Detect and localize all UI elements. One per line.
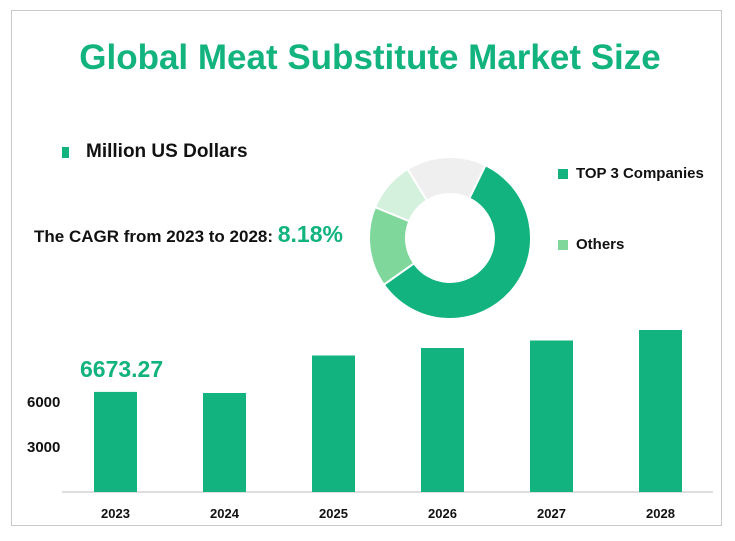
pie-legend-top3: TOP 3 Companies <box>558 165 704 182</box>
x-tick-label: 2023 <box>101 506 130 521</box>
cagr-value: 8.18% <box>277 221 343 247</box>
pie-legend-others-label: Others <box>576 236 625 253</box>
bar-2025 <box>312 355 355 492</box>
bar-2024 <box>203 393 246 492</box>
donut-slice-3 <box>406 156 487 202</box>
bar-2023 <box>94 391 137 492</box>
chart-frame <box>11 10 722 526</box>
x-tick-label: 2028 <box>646 506 675 521</box>
pie-legend-top3-swatch <box>558 169 568 179</box>
donut-slice-0 <box>382 163 532 320</box>
bar-2027 <box>530 340 573 492</box>
unit-legend-swatch <box>62 147 69 158</box>
y-tick-label: 3000 <box>27 439 60 456</box>
pie-legend-others-swatch <box>558 240 568 250</box>
pie-legend-top3-label: TOP 3 Companies <box>576 165 704 182</box>
pie-legend-others: Others <box>558 236 624 253</box>
unit-legend-label: Million US Dollars <box>86 141 248 162</box>
cagr-label: The CAGR from 2023 to 2028: <box>34 227 274 246</box>
bar-data-label: 6673.27 <box>80 356 163 382</box>
bar-2026 <box>421 348 464 492</box>
x-tick-label: 2027 <box>537 506 566 521</box>
chart-title: Global Meat Substitute Market Size <box>79 38 661 77</box>
bar-2028 <box>639 330 682 492</box>
x-tick-label: 2024 <box>210 506 240 521</box>
y-tick-label: 6000 <box>27 394 60 411</box>
x-tick-label: 2026 <box>428 506 457 521</box>
x-tick-label: 2025 <box>319 506 348 521</box>
unit-legend: Million US Dollars <box>62 141 248 163</box>
cagr-text: The CAGR from 2023 to 2028: 8.18% <box>34 221 343 248</box>
